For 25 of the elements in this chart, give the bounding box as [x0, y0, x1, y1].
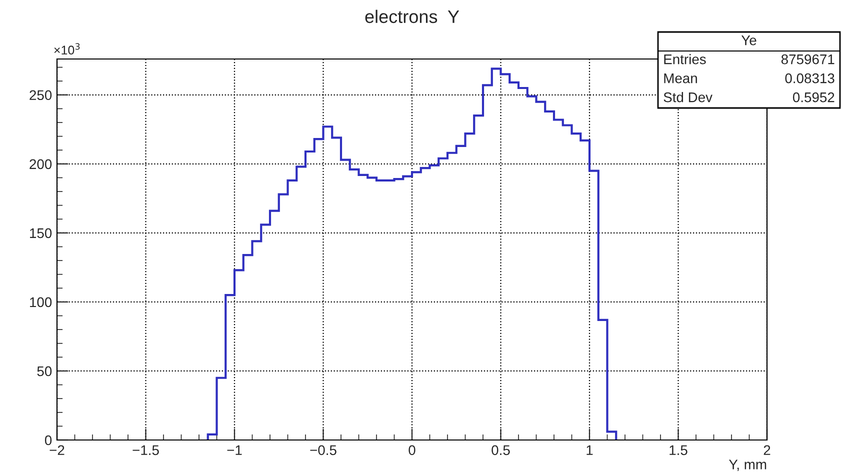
x-tick-label: −1 — [227, 445, 242, 455]
annotation: Mean — [664, 74, 697, 84]
x-tick-label: 0.5 — [492, 445, 510, 456]
text: Ye — [741, 36, 756, 46]
annotation: Entries — [664, 54, 706, 64]
annotation: Std Dev — [664, 92, 712, 102]
y-tick-label: 150 — [30, 228, 52, 238]
x-tick-label: 1 — [586, 445, 593, 455]
x-axis-title: Y, mm — [728, 460, 766, 472]
y-tick-label: 50 — [37, 366, 52, 376]
y-tick-label: 0 — [44, 435, 52, 446]
x-tick-label: 2 — [764, 445, 770, 455]
text: 0.5952 — [792, 92, 834, 102]
y-tick-label: 200 — [30, 159, 52, 170]
y-tick-label: 250 — [30, 90, 52, 100]
x-tick-label: −0.5 — [310, 445, 336, 456]
text: 0.08313 — [785, 73, 834, 84]
x-tick-label: −2 — [50, 445, 64, 455]
chart-title: electrons Y — [365, 10, 460, 24]
x-tick-label: 0 — [408, 445, 416, 456]
x-tick-label: 1.5 — [670, 445, 688, 456]
text: 8759671 — [781, 54, 834, 64]
x-tick-label: −1.5 — [132, 445, 159, 456]
text: ×10$^{3}$ — [54, 43, 80, 55]
y-tick-label: 100 — [30, 297, 52, 308]
